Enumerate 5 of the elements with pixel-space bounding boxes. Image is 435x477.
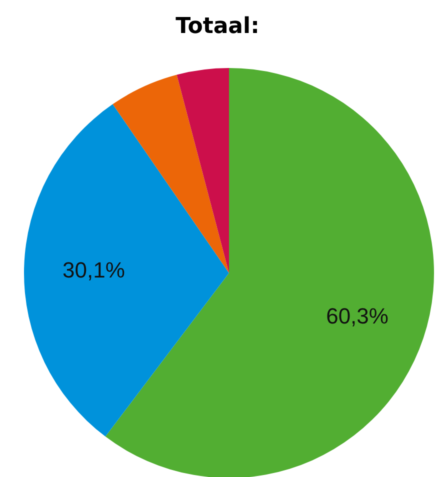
data-label: 60,3% [326, 304, 388, 329]
pie-slice [24, 104, 229, 437]
pie-slice [176, 68, 229, 273]
data-label: 30,1% [62, 258, 125, 283]
chart-title: Totaal: [174, 14, 260, 39]
